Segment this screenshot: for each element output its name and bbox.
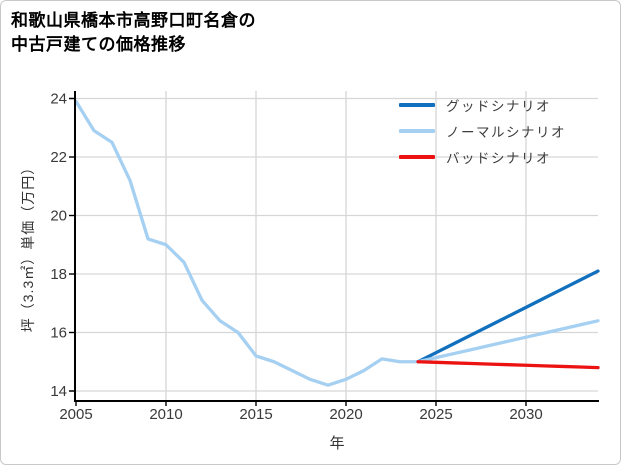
x-tick-label: 2030 [509, 406, 542, 423]
chart-legend: グッドシナリオ ノーマルシナリオ バッドシナリオ [399, 92, 566, 170]
legend-label-normal: ノーマルシナリオ [446, 125, 566, 140]
series-line-1 [74, 99, 600, 387]
chart-title-line-2: 中古戸建ての価格推移 [11, 35, 186, 55]
y-tick-label: 24 [50, 91, 67, 108]
legend-item-bad: バッドシナリオ [399, 144, 566, 170]
chart-title-line-1: 和歌山県橋本市高野口町名倉の [11, 11, 256, 30]
legend-item-good: グッドシナリオ [399, 92, 566, 118]
y-axis-label: 坪（3.3㎡）単価（万円） [20, 159, 36, 333]
legend-label-good: グッドシナリオ [446, 99, 551, 114]
x-tick-label: 2010 [149, 406, 182, 423]
y-tick-label: 18 [50, 266, 67, 283]
y-tick-label: 14 [50, 383, 67, 400]
x-axis-label: 年 [329, 435, 345, 452]
legend-key-normal-line [399, 129, 435, 133]
legend-item-normal: ノーマルシナリオ [399, 118, 566, 144]
legend-label-bad: バッドシナリオ [446, 151, 551, 166]
y-tick-label: 20 [50, 208, 67, 225]
legend-key-bad-line [399, 155, 435, 159]
y-tick-label: 16 [50, 325, 67, 342]
x-tick-label: 2015 [239, 406, 272, 423]
x-tick-label: 2025 [419, 406, 452, 423]
x-tick-label: 2020 [329, 406, 362, 423]
series-line-0 [416, 269, 600, 364]
x-tick-label: 2005 [59, 406, 92, 423]
legend-key-good-line [399, 103, 435, 107]
series-line-2 [416, 360, 600, 370]
y-tick-label: 22 [50, 149, 67, 166]
chart-title: 和歌山県橋本市高野口町名倉の 中古戸建ての価格推移 [11, 9, 256, 57]
